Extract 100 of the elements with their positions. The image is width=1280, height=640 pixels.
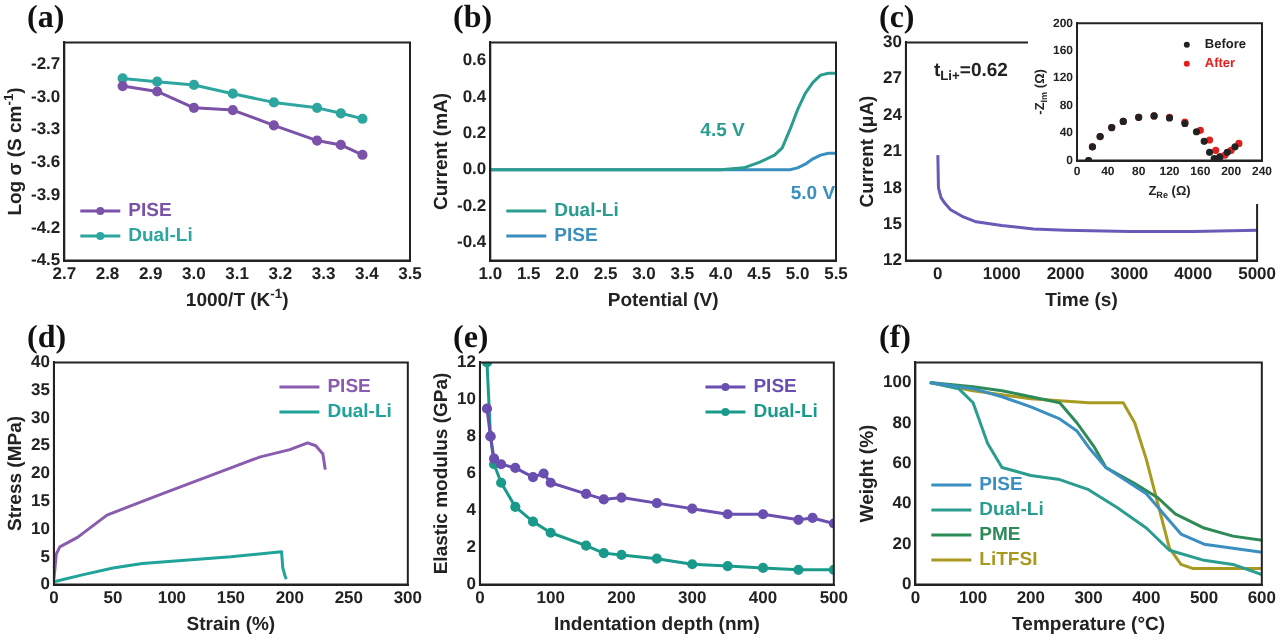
x-tick-label: 2.8 [95,263,120,284]
y-tick-label: 4 [466,499,477,520]
legend-label: Dual-Li [327,401,392,424]
x-tick-label: 300 [678,587,707,608]
x-tick-label: 500 [819,587,849,608]
legend-label: Dual-Li [128,225,193,248]
y-tick-label: -2.7 [30,52,61,73]
x-tick-label: 4.0 [708,263,734,284]
y-tick-label: 0.4 [462,85,487,106]
legend-label: Dual-Li [554,200,619,223]
x-axis-title: Indentation depth (nm) [553,613,760,636]
y-tick-label: 6 [466,462,477,483]
chart-title: (a) [27,1,65,36]
y-tick-label: 15 [30,489,51,510]
y-tick-label: -3.6 [30,151,61,172]
x-tick-label: 2000 [1046,263,1085,284]
x-tick-label: 100 [536,587,566,608]
y-tick-label: 25 [30,434,51,455]
y-tick-label: 12 [882,249,903,270]
x-tick-label: 3.5 [670,263,695,284]
y-axis-title: Current (μA) [856,95,879,208]
x-tick-label: 2.9 [138,263,164,284]
x-tick-label: 250 [334,587,364,608]
y-axis-title: Weight (%) [856,424,879,523]
x-tick-label: 1.0 [478,263,503,284]
y-tick-label: 60 [892,452,912,473]
x-tick-label: 200 [607,587,637,608]
x-tick-label: 200 [275,587,305,608]
x-tick-label: 3.1 [225,263,250,284]
x-tick-label: 3.2 [268,263,293,284]
y-tick-label: 0.0 [462,158,487,179]
x-tick-label: 4.5 [747,263,772,284]
y-tick-label: -3.3 [30,118,61,139]
y-tick-label: 5 [40,545,51,566]
y-tick-label: 35 [30,378,51,399]
x-tick-label: 400 [748,587,778,608]
y-tick-label: -4.2 [30,216,61,237]
legend-label: Dual-Li [753,401,818,424]
y-tick-label: 18 [882,176,903,197]
y-tick-label: 15 [882,212,903,233]
y-tick-label: 10 [456,388,477,409]
x-tick-label: 600 [1247,587,1277,608]
y-tick-label: 20 [30,462,51,483]
x-tick-label: 5.0 [785,263,810,284]
x-tick-label: 3.0 [182,263,207,284]
y-tick-label: 10 [30,517,51,538]
legend-label: LiTFSI [979,549,1038,572]
x-axis-title: Strain (%) [186,613,276,636]
chart-title: (c) [879,1,915,36]
y-tick-label: 24 [882,103,903,124]
x-tick-label: 0 [933,263,944,284]
x-tick-label: 3.4 [354,263,380,284]
x-tick-label: 3.0 [632,263,657,284]
legend-label: Dual-Li [979,499,1044,522]
x-axis-title: Potential (V) [607,289,719,312]
chart-title: (f) [879,321,911,356]
x-tick-label: 3.5 [398,263,423,284]
y-tick-label: -0.4 [456,231,487,252]
y-axis-title: Stress (MPa) [4,415,27,532]
y-tick-label: 12 [456,351,477,372]
legend-label: PISE [979,474,1023,497]
legend-label: PME [979,524,1021,547]
y-tick-label: 0 [901,573,912,594]
x-tick-label: 50 [103,587,123,608]
x-tick-label: 100 [157,587,187,608]
y-tick-label: 0.6 [462,49,487,70]
legend-label: PISE [554,225,598,248]
x-tick-label: 300 [1074,587,1104,608]
y-tick-label: 40 [892,492,912,513]
legend-label: PISE [753,376,797,399]
x-tick-label: 300 [393,587,423,608]
y-tick-label: 0 [40,573,51,594]
chart-title: (b) [453,1,493,36]
x-tick-label: 4000 [1174,263,1213,284]
x-tick-label: 2.5 [593,263,618,284]
x-tick-label: 400 [1132,587,1162,608]
y-tick-label: 21 [882,140,903,161]
y-axis-title: Elastic modulus (GPa) [430,372,453,575]
y-tick-label: 100 [882,371,912,392]
x-tick-label: 100 [958,587,988,608]
x-tick-label: 3.3 [311,263,336,284]
x-tick-label: 1.5 [516,263,542,284]
y-tick-label: 0.2 [462,122,487,142]
annotation: 4.5 V [700,120,747,143]
y-tick-label: 27 [882,67,903,88]
legend-label: PISE [327,376,371,399]
y-tick-label: 40 [30,351,51,372]
x-tick-label: 2.0 [555,263,580,284]
x-tick-label: 5.5 [824,263,849,284]
legend-label: PISE [128,200,172,223]
x-tick-label: 5000 [1238,263,1277,284]
y-tick-label: -0.2 [456,194,487,215]
y-tick-label: 80 [892,411,912,432]
x-tick-label: 200 [1016,587,1046,608]
annotation: 5.0 V [790,182,837,205]
chart-title: (d) [27,321,67,356]
chart-title: (e) [453,321,489,356]
y-tick-label: 30 [882,31,903,52]
x-tick-label: 1000 [982,263,1022,284]
y-tick-label: 2 [466,536,477,557]
